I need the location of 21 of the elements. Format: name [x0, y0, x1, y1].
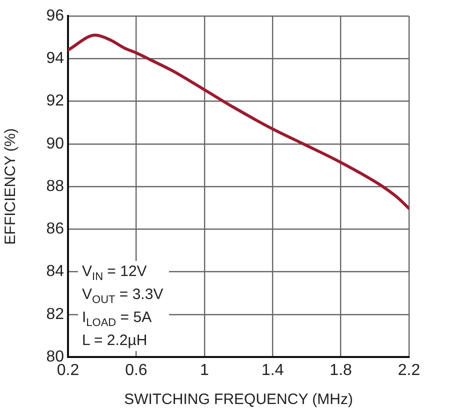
y-tick-label: 96: [46, 7, 64, 24]
y-tick-label: 88: [46, 178, 64, 195]
x-tick-label: 0.2: [56, 362, 80, 380]
x-tick-label: 0.6: [125, 362, 148, 380]
x-tick-label: 2.2: [398, 362, 420, 380]
x-axis-title: SWITCHING FREQUENCY (MHz): [124, 391, 353, 408]
x-tick-label: 1: [200, 362, 209, 380]
y-axis-title: EFFICIENCY (%): [2, 128, 20, 245]
y-tick-label: 94: [46, 50, 64, 68]
y-tick-label: 90: [46, 135, 64, 152]
line-series: [68, 34, 409, 210]
annotation: I$_{LOAD}$ = 5A: [82, 309, 152, 329]
annotation: L = 2.2µH: [82, 332, 148, 349]
y-tick-label: 84: [46, 263, 64, 280]
annotation: V$_{IN}$ = 12V: [82, 263, 147, 283]
y-tick-label: 86: [46, 220, 64, 238]
x-tick-label: 1.8: [330, 362, 352, 380]
annotation: V$_{OUT}$ = 3.3V: [82, 286, 164, 306]
y-tick-label: 82: [46, 306, 64, 323]
x-tick-label: 1.4: [261, 362, 284, 380]
y-tick-label: 92: [46, 92, 64, 110]
